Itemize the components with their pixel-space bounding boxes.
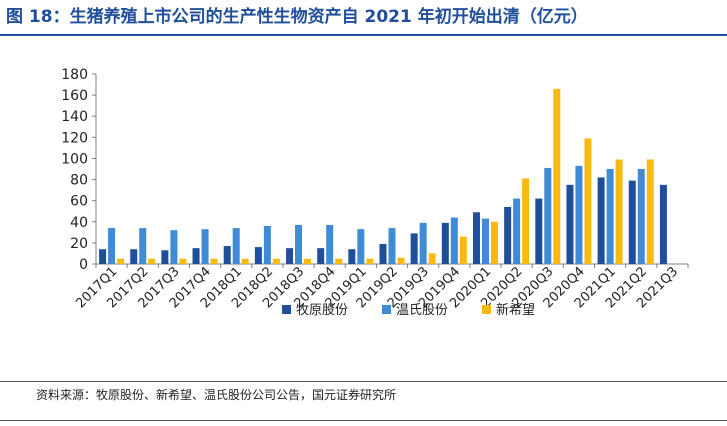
bar [254, 247, 262, 264]
bar [606, 169, 614, 264]
bar [148, 258, 156, 264]
source-note: 资料来源：牧原股份、新希望、温氏股份公司公告，国元证券研究所 [36, 388, 397, 402]
bar [504, 207, 512, 264]
y-tick-label: 60 [70, 194, 88, 210]
bar [659, 184, 667, 264]
y-axis: 0 20 40 60 80 100 120 140 160 180 [61, 67, 97, 273]
bar [584, 138, 592, 264]
bar [286, 248, 294, 264]
legend-swatch [382, 305, 391, 314]
bar [366, 258, 374, 264]
legend-label: 牧原股份 [296, 303, 348, 318]
bar [117, 258, 125, 264]
bar [335, 258, 343, 264]
bar [597, 177, 605, 264]
bar [397, 257, 405, 264]
bar [615, 159, 623, 264]
bar [99, 249, 107, 264]
bar [210, 258, 218, 264]
bottom-divider [0, 420, 727, 421]
bar [108, 228, 116, 264]
bar [566, 184, 574, 264]
bar [513, 198, 521, 264]
bar [628, 180, 636, 264]
y-tick-label: 20 [70, 236, 88, 252]
bar [272, 258, 280, 264]
bar [161, 250, 169, 264]
title-divider [0, 34, 727, 36]
bar [295, 224, 303, 264]
bar [522, 178, 530, 264]
bar [544, 167, 552, 264]
bar [419, 222, 427, 264]
bar [192, 248, 200, 264]
y-tick-label: 40 [70, 215, 88, 231]
bar [459, 236, 467, 264]
bar [646, 159, 654, 264]
y-tick-label: 160 [61, 88, 88, 104]
x-axis: 2017Q12017Q22017Q32017Q42018Q12018Q22018… [73, 263, 689, 311]
bar [388, 228, 396, 264]
bar [450, 217, 458, 264]
bar [263, 226, 271, 264]
bar-chart: 0 20 40 60 80 100 120 140 160 180 2017Q12017Q2201… [61, 67, 689, 318]
legend-swatch [482, 305, 491, 314]
bar [304, 258, 312, 264]
bar [490, 221, 498, 264]
bar [428, 253, 436, 264]
bar [535, 198, 543, 264]
y-tick-label: 180 [61, 67, 88, 83]
y-tick-label: 0 [79, 257, 88, 273]
bar [472, 212, 480, 264]
legend-swatch [282, 305, 291, 314]
bar [179, 258, 187, 264]
bar [575, 165, 583, 264]
bar [481, 218, 489, 264]
bar [357, 229, 365, 264]
bar [379, 243, 387, 264]
bar [637, 169, 645, 264]
bar [241, 258, 249, 264]
bar [139, 228, 147, 264]
legend-label: 新希望 [496, 302, 535, 318]
y-tick-label: 100 [61, 151, 88, 167]
bar [232, 228, 240, 264]
bar [201, 229, 209, 264]
source-divider [0, 381, 727, 382]
bar [348, 249, 356, 264]
bar [170, 230, 178, 264]
bar [130, 249, 138, 264]
bar [317, 248, 325, 264]
bar [553, 88, 561, 265]
y-tick-label: 120 [61, 130, 88, 146]
legend-label: 温氏股份 [396, 303, 448, 318]
bar [410, 233, 418, 264]
y-tick-label: 80 [70, 173, 88, 189]
legend: 牧原股份 温氏股份 新希望 [282, 302, 535, 318]
figure-title: 图 18：生猪养殖上市公司的生产性生物资产自 2021 年初开始出清（亿元） [6, 7, 588, 27]
bar-series [99, 88, 667, 265]
bar [223, 246, 231, 264]
y-tick-label: 140 [61, 109, 88, 125]
bar [441, 222, 449, 264]
bar [326, 224, 334, 264]
